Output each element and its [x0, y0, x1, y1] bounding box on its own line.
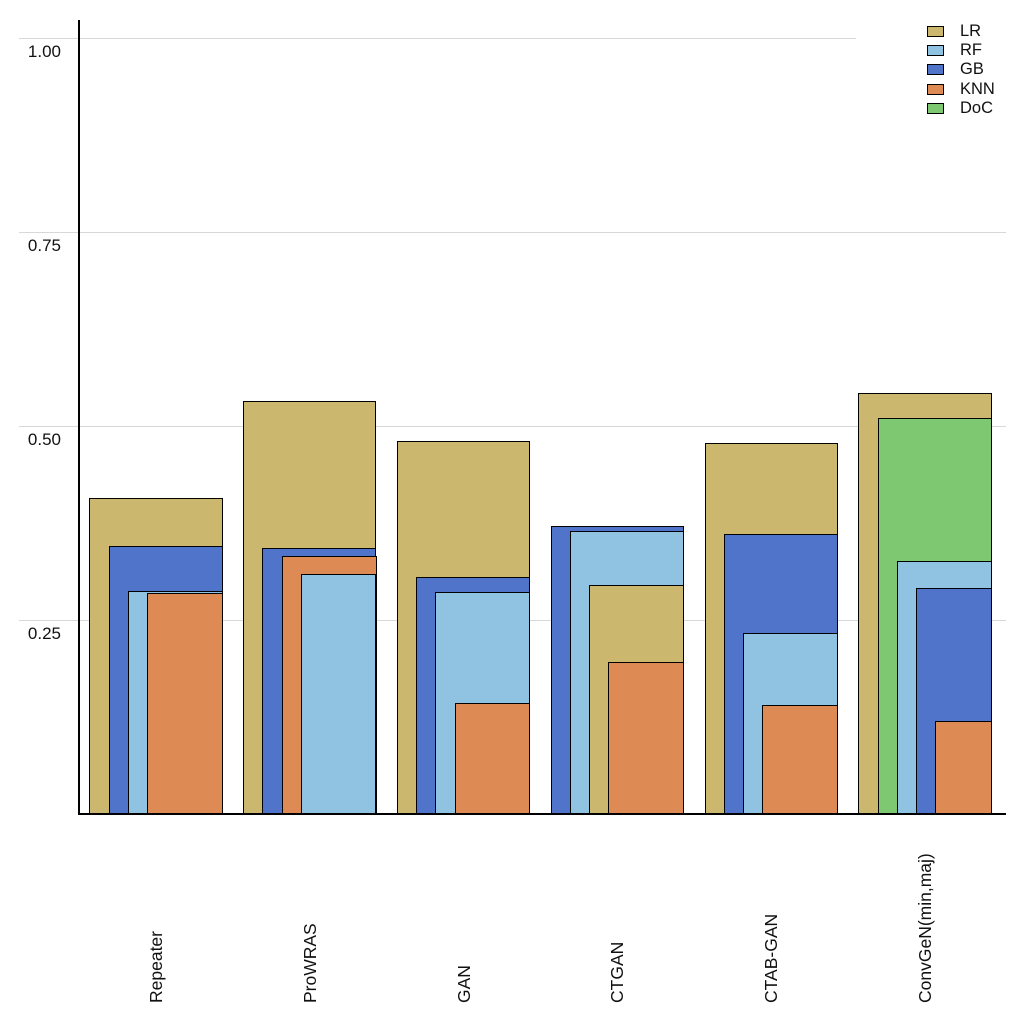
- x-axis-line: [78, 812, 1006, 815]
- bar-KNN-ConvGeN(min,maj): [935, 721, 992, 814]
- y-tick-label-0.50: 0.50: [27, 429, 61, 449]
- bar-KNN-CTGAN: [608, 662, 685, 814]
- legend-label-LR: LR: [960, 22, 982, 41]
- legend-label-GB: GB: [960, 60, 984, 79]
- legend: LR RF GB KNN DoC: [856, 6, 1024, 120]
- x-category-label-Repeater: Repeater: [146, 931, 166, 1003]
- y-tick-label-0.25: 0.25: [27, 623, 61, 643]
- x-category-label-ProWRAS: ProWRAS: [299, 923, 320, 1003]
- bar-RF-ProWRAS: [300, 573, 377, 814]
- legend-label-DoC: DoC: [960, 98, 994, 117]
- x-category-label-CTGAN: CTGAN: [607, 941, 628, 1003]
- legend-item-DoC: DoC: [927, 99, 1024, 118]
- x-category-label-ConvGeN(min,maj): ConvGeN(min,maj): [915, 853, 935, 1003]
- gridline-0.75: [19, 231, 1006, 233]
- legend-item-RF: RF: [927, 41, 1024, 60]
- legend-label-KNN: KNN: [960, 79, 995, 98]
- legend-swatch-DoC: [927, 102, 944, 114]
- legend-swatch-LR: [927, 26, 944, 38]
- bar-KNN-Repeater: [146, 593, 223, 814]
- y-tick-label-1.00: 1.00: [27, 41, 61, 61]
- gridline-0.50: [19, 425, 1006, 427]
- legend-swatch-KNN: [927, 83, 944, 95]
- legend-item-KNN: KNN: [927, 80, 1024, 99]
- bar-KNN-GAN: [454, 702, 531, 814]
- gridline-1.00: [19, 37, 1006, 39]
- legend-item-LR: LR: [927, 22, 1024, 41]
- bar-KNN-CTAB-GAN: [762, 704, 838, 814]
- x-category-label-CTAB-GAN: CTAB-GAN: [761, 913, 782, 1003]
- x-category-label-GAN: GAN: [453, 965, 474, 1003]
- legend-swatch-GB: [927, 64, 944, 76]
- legend-swatch-RF: [927, 45, 944, 57]
- legend-label-RF: RF: [960, 41, 982, 60]
- legend-item-GB: GB: [927, 60, 1024, 79]
- y-tick-label-0.75: 0.75: [27, 235, 61, 255]
- y-axis-line: [78, 20, 80, 814]
